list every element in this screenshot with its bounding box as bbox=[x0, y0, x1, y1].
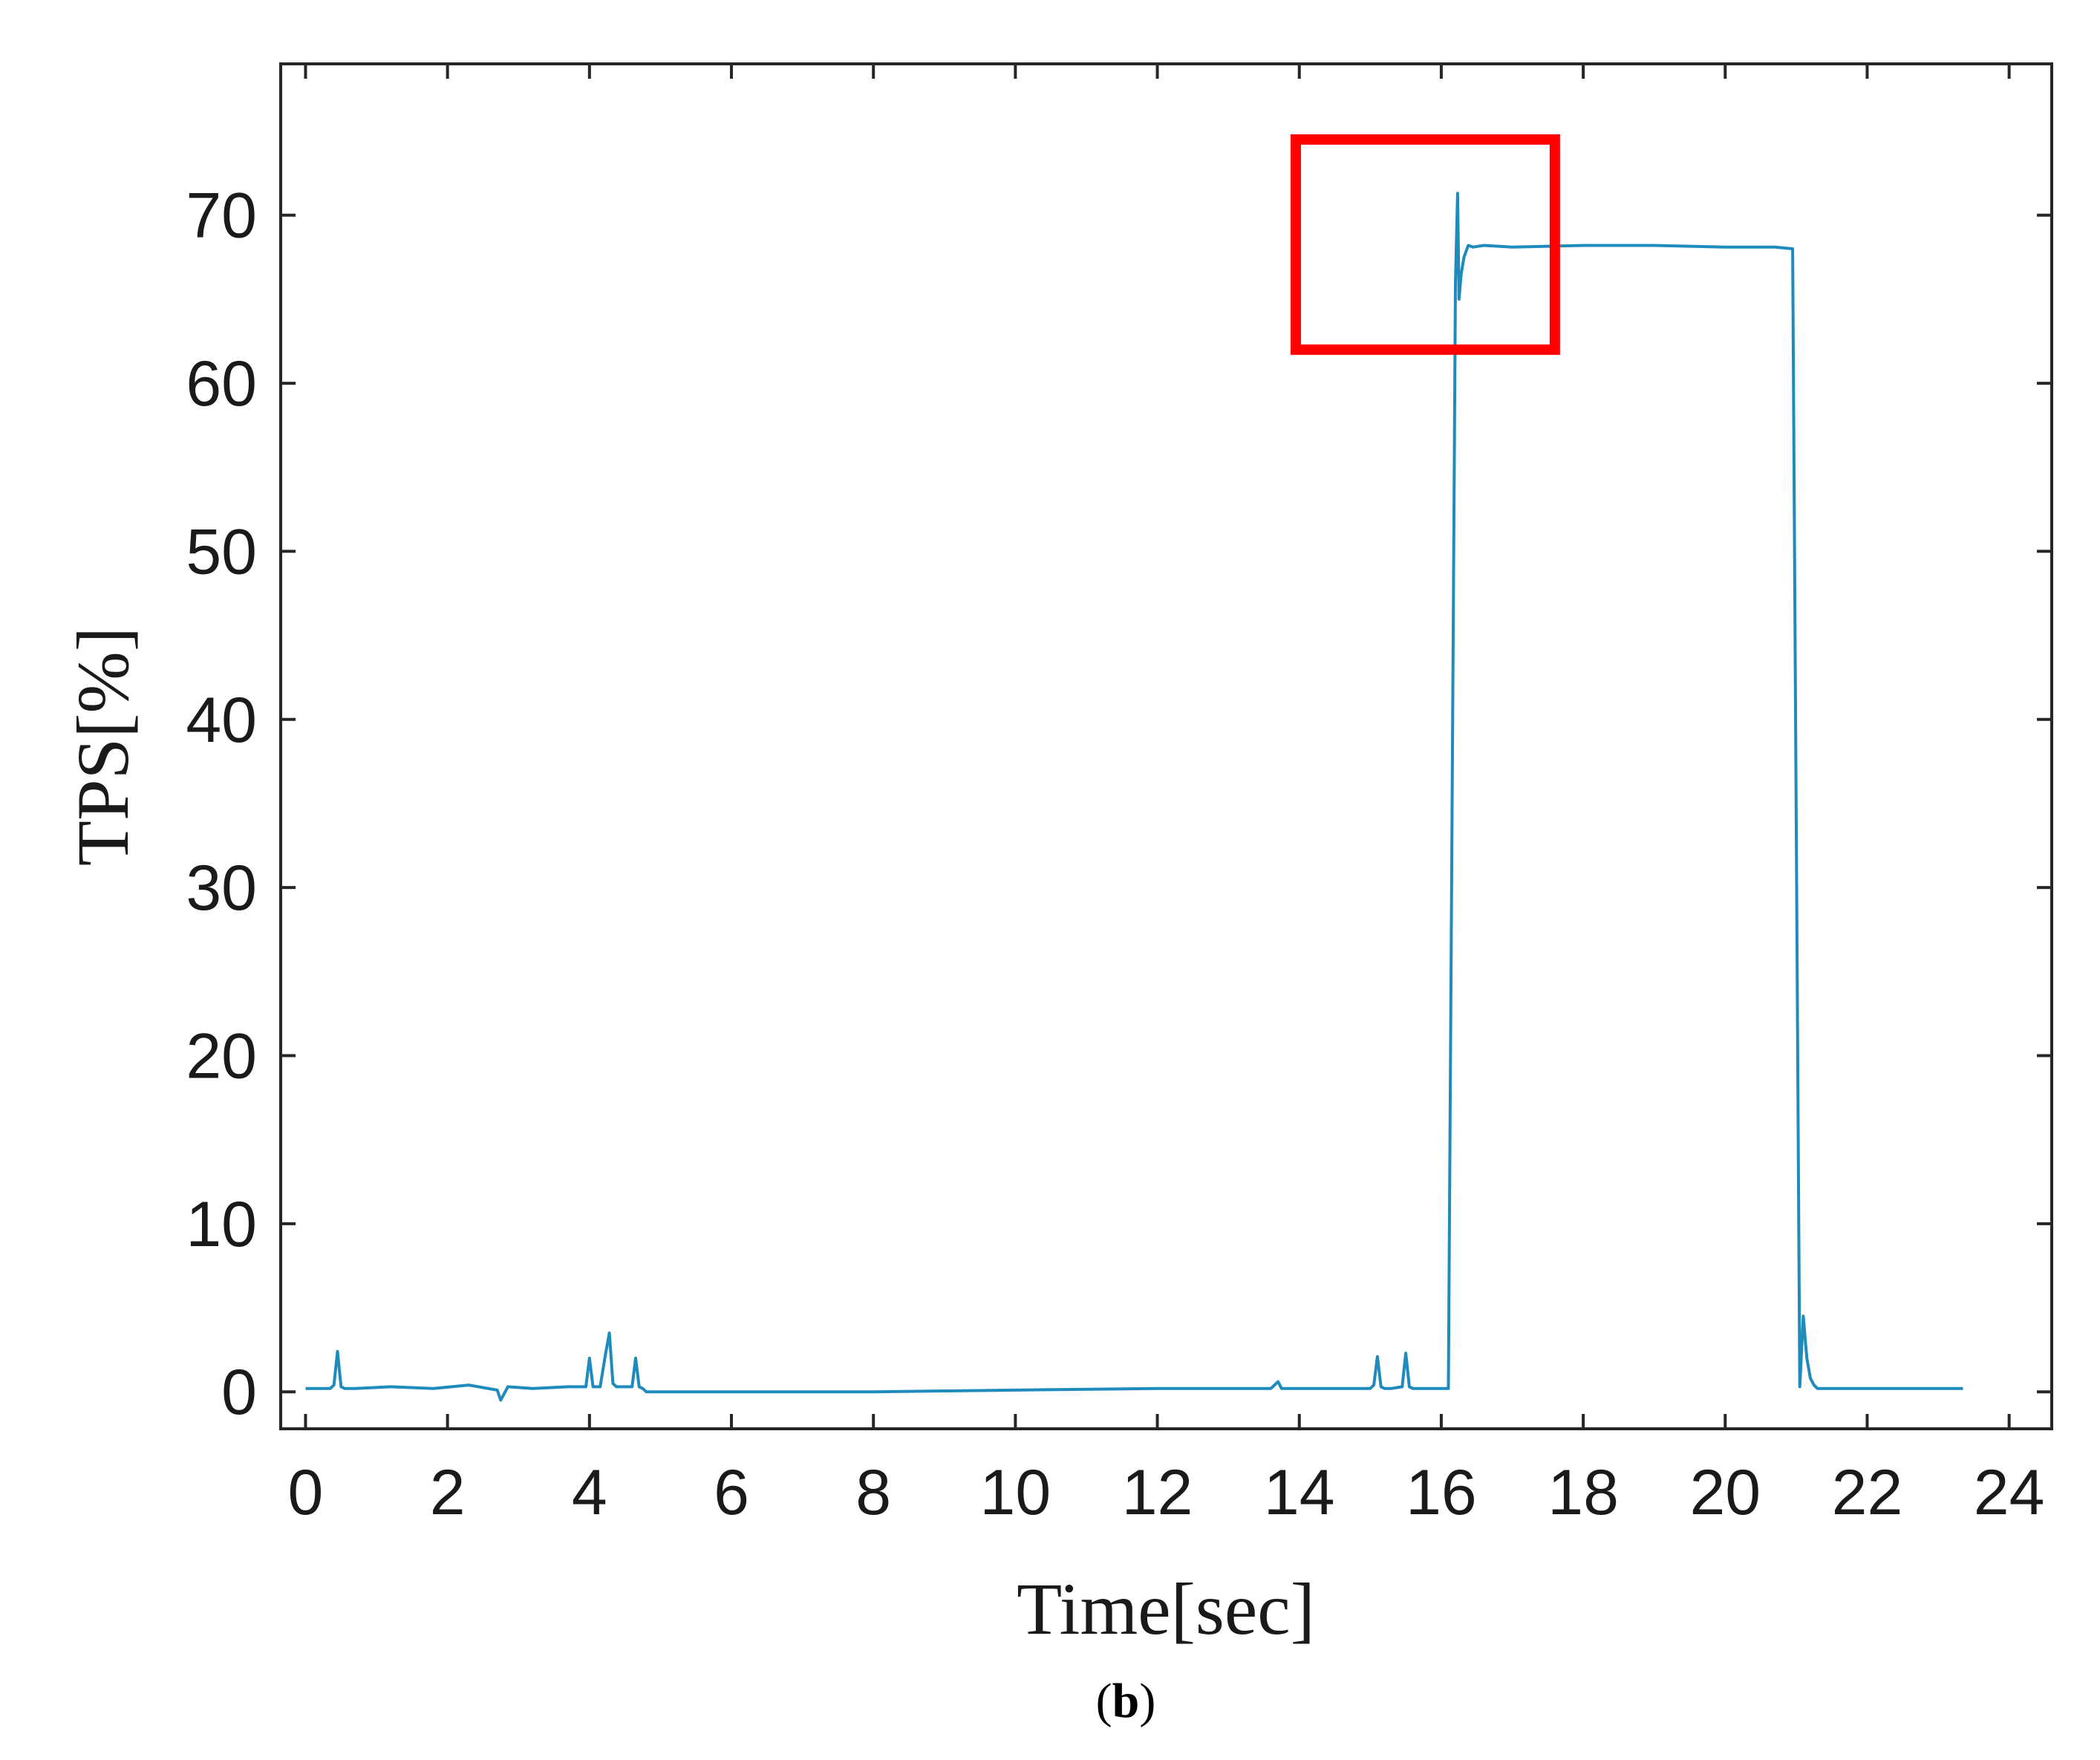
x-tick-label: 16 bbox=[1406, 1457, 1477, 1528]
x-tick-label: 24 bbox=[1974, 1457, 2045, 1528]
caption-open: ( bbox=[1096, 1674, 1112, 1728]
y-tick-label: 40 bbox=[186, 685, 257, 756]
axis-ticks bbox=[281, 64, 2052, 1429]
y-tick-label: 60 bbox=[186, 348, 257, 420]
x-tick-label: 18 bbox=[1548, 1457, 1619, 1528]
caption-letter: b bbox=[1112, 1674, 1140, 1728]
y-tick-label: 0 bbox=[221, 1357, 257, 1428]
x-tick-label: 4 bbox=[572, 1457, 607, 1528]
x-axis-title: Time[sec] bbox=[1017, 1568, 1315, 1650]
x-tick-label: 20 bbox=[1689, 1457, 1761, 1528]
tps-series-line bbox=[305, 192, 1963, 1402]
x-tick-labels: 0 2 4 6 8 10 12 14 16 18 20 22 24 bbox=[288, 1457, 2045, 1528]
x-tick-label: 14 bbox=[1264, 1457, 1335, 1528]
y-tick-label: 30 bbox=[186, 853, 257, 924]
y-tick-label: 70 bbox=[186, 180, 257, 252]
y-tick-label: 10 bbox=[186, 1189, 257, 1260]
y-axis-title: TPS[%] bbox=[62, 627, 144, 866]
y-tick-label: 50 bbox=[186, 516, 257, 587]
x-tick-label: 12 bbox=[1122, 1457, 1193, 1528]
x-tick-label: 8 bbox=[855, 1457, 891, 1528]
y-tick-labels: 0 10 20 30 40 50 60 70 bbox=[186, 180, 257, 1428]
highlight-box bbox=[1290, 134, 1560, 355]
x-tick-label: 10 bbox=[980, 1457, 1051, 1528]
figure-caption: (b) bbox=[1096, 1674, 1156, 1728]
x-tick-label: 2 bbox=[430, 1457, 466, 1528]
x-tick-label: 6 bbox=[714, 1457, 749, 1528]
plot-area bbox=[279, 62, 2053, 1430]
x-tick-label: 0 bbox=[288, 1457, 324, 1528]
x-tick-label: 22 bbox=[1832, 1457, 1903, 1528]
caption-close: ) bbox=[1139, 1674, 1155, 1728]
y-tick-label: 20 bbox=[186, 1020, 257, 1092]
